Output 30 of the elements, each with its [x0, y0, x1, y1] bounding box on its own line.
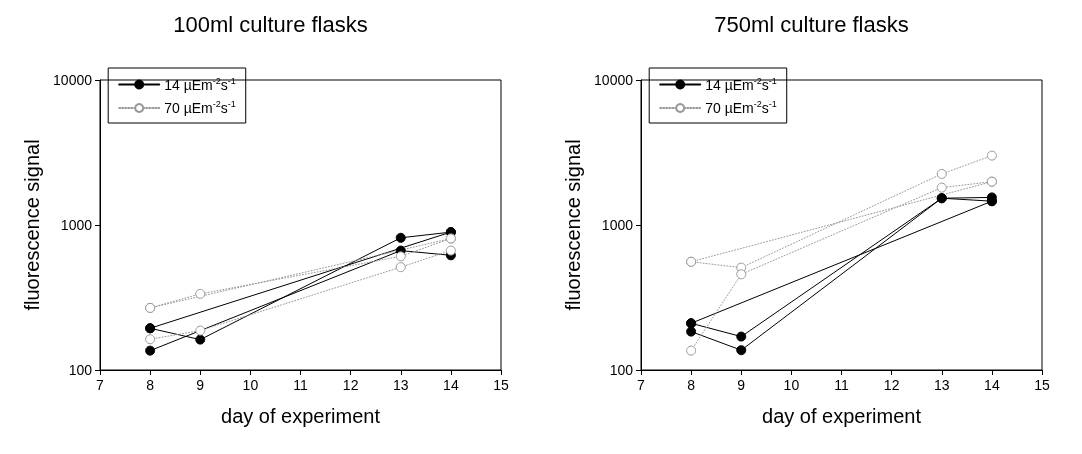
x-tick-label: 9: [737, 377, 746, 393]
x-tick-label: 12: [342, 377, 359, 393]
x-tick-label: 15: [1034, 377, 1050, 393]
y-tick-label: 10000: [594, 72, 634, 88]
x-tick-label: 11: [834, 377, 849, 393]
y-tick-label: 100: [609, 362, 634, 378]
x-tick-label: 13: [392, 377, 409, 393]
y-tick-label: 1000: [601, 217, 634, 233]
x-tick-label: 8: [146, 377, 155, 393]
x-tick-label: 8: [687, 377, 696, 393]
x-tick-label: 11: [293, 377, 308, 393]
y-axis-title: fluorescence signal: [21, 139, 43, 311]
x-tick-label: 9: [196, 377, 205, 393]
x-tick-label: 14: [443, 377, 459, 393]
x-tick-label: 10: [242, 377, 259, 393]
y-tick-label: 100: [68, 362, 93, 378]
x-tick-label: 13: [933, 377, 950, 393]
x-tick-label: 7: [96, 377, 105, 393]
x-tick-label: 10: [783, 377, 800, 393]
chart-title: 750ml culture flasks: [714, 11, 909, 37]
x-tick-label: 15: [493, 377, 509, 393]
x-axis-title: day of experiment: [221, 405, 381, 427]
y-axis-title: fluorescence signal: [562, 139, 584, 311]
x-tick-label: 12: [883, 377, 900, 393]
x-axis-title: day of experiment: [762, 405, 922, 427]
y-tick-label: 1000: [60, 217, 93, 233]
chart-title: 100ml culture flasks: [173, 11, 368, 37]
x-tick-label: 7: [637, 377, 646, 393]
x-tick-label: 14: [984, 377, 1000, 393]
y-tick-label: 10000: [53, 72, 93, 88]
